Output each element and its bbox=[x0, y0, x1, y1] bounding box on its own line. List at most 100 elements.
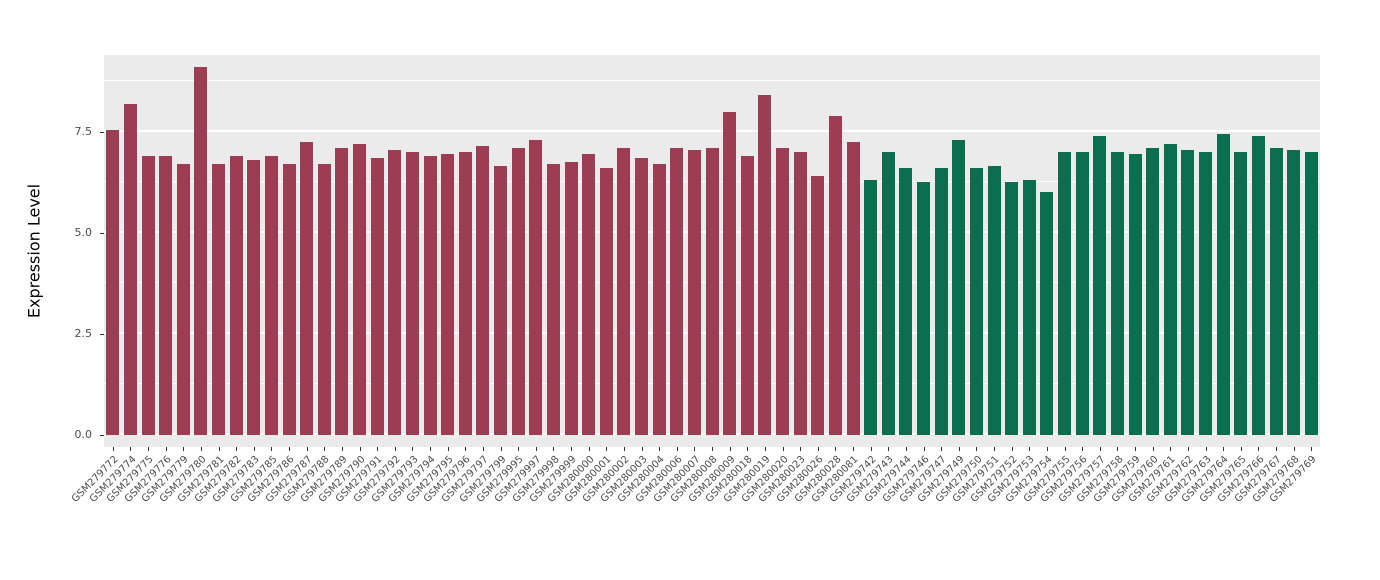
bar-slot bbox=[968, 55, 986, 435]
y-tick-label: 7.5 bbox=[74, 124, 93, 138]
x-tick-mark bbox=[253, 447, 255, 451]
x-tick-mark bbox=[1064, 447, 1066, 451]
bar-slot bbox=[1267, 55, 1285, 435]
bar-slot bbox=[351, 55, 369, 435]
bar-slot bbox=[1250, 55, 1268, 435]
x-tick-slot: GSM279995 bbox=[475, 447, 527, 567]
y-tick-label: 2.5 bbox=[74, 326, 93, 340]
x-tick-slot: GSM279756 bbox=[1039, 447, 1091, 567]
bar-slot bbox=[492, 55, 510, 435]
bar-GSM279793 bbox=[405, 152, 419, 435]
bar-slot bbox=[791, 55, 809, 435]
x-tick-mark bbox=[200, 447, 202, 451]
bar-GSM279796 bbox=[458, 152, 472, 435]
bar-slot bbox=[844, 55, 862, 435]
bar-GSM279997 bbox=[529, 139, 543, 435]
x-tick-slot: GSM279767 bbox=[1233, 447, 1285, 567]
x-tick-mark bbox=[712, 447, 714, 451]
bar-GSM279776 bbox=[159, 156, 173, 435]
x-tick-mark bbox=[870, 447, 872, 451]
x-tick-slot: GSM280018 bbox=[704, 447, 757, 567]
bar-slot bbox=[316, 55, 334, 435]
bars-container bbox=[104, 55, 1320, 435]
x-tick-mark bbox=[165, 447, 167, 451]
bar-GSM279764 bbox=[1216, 133, 1230, 435]
bar-slot bbox=[1109, 55, 1127, 435]
bar-GSM280026 bbox=[811, 176, 825, 435]
bar-slot bbox=[210, 55, 228, 435]
bar-GSM280023 bbox=[793, 152, 807, 435]
bar-GSM279788 bbox=[317, 164, 331, 435]
bar-slot bbox=[615, 55, 633, 435]
bar-GSM279792 bbox=[388, 150, 402, 435]
x-axis-labels: GSM279772 GSM279774 GSM279775 GSM279776 GSM2… bbox=[70, 447, 1320, 567]
x-tick-slot: GSM279796 bbox=[422, 447, 475, 567]
x-tick-mark bbox=[1082, 447, 1084, 451]
x-tick-slot: GSM279791 bbox=[334, 447, 386, 567]
bar-slot bbox=[721, 55, 739, 435]
bar-slot bbox=[139, 55, 157, 435]
x-tick-slot: GSM279783 bbox=[211, 447, 263, 567]
x-tick-mark bbox=[447, 447, 449, 451]
x-tick-slot: GSM279793 bbox=[369, 447, 422, 567]
x-tick-slot: GSM279761 bbox=[1127, 447, 1180, 567]
bar-GSM279760 bbox=[1146, 147, 1160, 435]
x-tick-mark bbox=[994, 447, 996, 451]
bar-slot bbox=[985, 55, 1003, 435]
x-tick-mark bbox=[976, 447, 978, 451]
bar-slot bbox=[368, 55, 386, 435]
x-tick-mark bbox=[465, 447, 467, 451]
bar-GSM280081 bbox=[846, 141, 860, 435]
bar-slot bbox=[950, 55, 968, 435]
x-tick-mark bbox=[800, 447, 802, 451]
bar-GSM280019 bbox=[758, 95, 772, 435]
x-tick-slot: GSM279795 bbox=[405, 447, 457, 567]
x-tick-mark bbox=[1152, 447, 1154, 451]
x-tick-mark bbox=[271, 447, 273, 451]
bar-slot bbox=[915, 55, 933, 435]
bar-slot bbox=[263, 55, 281, 435]
x-tick-mark bbox=[1311, 447, 1313, 451]
x-tick-mark bbox=[1240, 447, 1242, 451]
bar-slot bbox=[703, 55, 721, 435]
x-tick-mark bbox=[306, 447, 308, 451]
x-tick-slot: GSM279789 bbox=[299, 447, 351, 567]
bar-GSM279995 bbox=[511, 147, 525, 435]
x-tick-slot: GSM280000 bbox=[546, 447, 598, 567]
x-tick-mark bbox=[1135, 447, 1137, 451]
bar-GSM279783 bbox=[247, 160, 261, 435]
x-tick-mark bbox=[1046, 447, 1048, 451]
x-tick-slot: GSM280001 bbox=[563, 447, 616, 567]
bar-GSM279750 bbox=[969, 168, 983, 435]
bar-GSM280003 bbox=[635, 158, 649, 435]
x-tick-slot: GSM279790 bbox=[316, 447, 369, 567]
x-tick-slot: GSM279792 bbox=[352, 447, 404, 567]
bar-GSM279779 bbox=[176, 164, 190, 435]
bar-slot bbox=[1214, 55, 1232, 435]
x-tick-slot: GSM279780 bbox=[158, 447, 210, 567]
x-tick-mark bbox=[148, 447, 150, 451]
bar-slot bbox=[1003, 55, 1021, 435]
bar-slot bbox=[809, 55, 827, 435]
bar-slot bbox=[756, 55, 774, 435]
x-tick-mark bbox=[535, 447, 537, 451]
x-tick-slot: GSM280004 bbox=[616, 447, 668, 567]
x-tick-mark bbox=[958, 447, 960, 451]
bar-slot bbox=[686, 55, 704, 435]
bar-slot bbox=[1144, 55, 1162, 435]
x-tick-slot: GSM279765 bbox=[1198, 447, 1250, 567]
x-tick-slot: GSM279753 bbox=[986, 447, 1039, 567]
bar-slot bbox=[932, 55, 950, 435]
x-tick-mark bbox=[359, 447, 361, 451]
x-tick-slot: GSM279766 bbox=[1215, 447, 1268, 567]
x-tick-mark bbox=[571, 447, 573, 451]
bar-slot bbox=[880, 55, 898, 435]
bar-GSM280008 bbox=[705, 147, 719, 435]
x-tick-slot: GSM280003 bbox=[598, 447, 651, 567]
bar-slot bbox=[404, 55, 422, 435]
x-tick-slot: GSM279757 bbox=[1057, 447, 1109, 567]
x-tick-mark bbox=[1099, 447, 1101, 451]
bar-GSM279781 bbox=[212, 164, 226, 435]
bar-GSM280000 bbox=[582, 154, 596, 435]
